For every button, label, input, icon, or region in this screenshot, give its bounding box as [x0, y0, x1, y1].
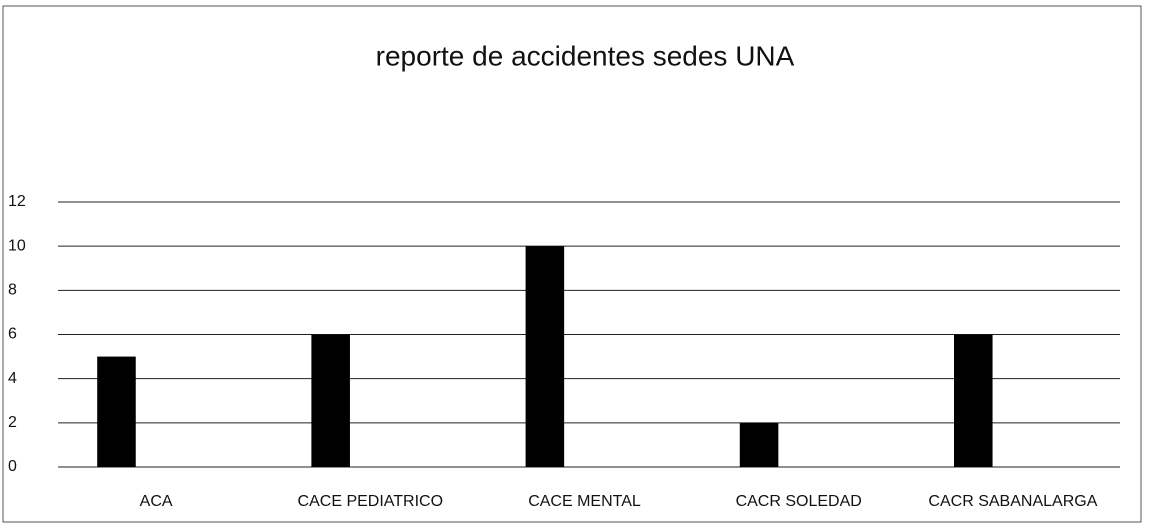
- bar: [97, 356, 136, 467]
- y-tick-label: 4: [8, 370, 17, 387]
- x-tick-label: CACE MENTAL: [528, 493, 641, 510]
- bar: [953, 334, 993, 467]
- x-tick-label: ACA: [140, 493, 173, 510]
- bar: [739, 422, 779, 467]
- y-tick-label: 2: [8, 414, 17, 431]
- y-tick-label: 6: [8, 326, 17, 343]
- y-tick-label: 12: [8, 193, 26, 210]
- y-tick-label: 8: [8, 282, 17, 299]
- chart-border: [2, 5, 1142, 523]
- bar: [311, 334, 350, 467]
- y-tick-label: 0: [8, 458, 17, 475]
- x-tick-label: CACE PEDIATRICO: [298, 493, 444, 510]
- x-tick-label: CACR SOLEDAD: [736, 493, 862, 510]
- chart-title: reporte de accidentes sedes UNA: [376, 40, 795, 71]
- x-tick-label: CACR SABANALARGA: [928, 493, 1097, 510]
- y-tick-label: 10: [8, 237, 26, 254]
- bar: [525, 246, 565, 467]
